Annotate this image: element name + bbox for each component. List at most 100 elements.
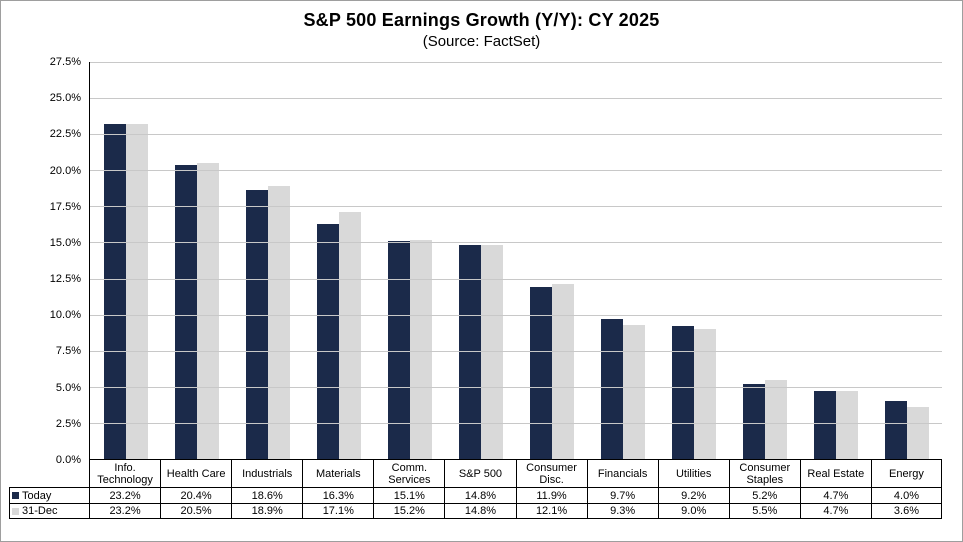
legend-cell-today: Today — [9, 487, 89, 503]
value-cell: 4.7% — [799, 503, 871, 519]
gridline — [90, 170, 942, 172]
value-cell: 14.8% — [444, 487, 516, 503]
data-table: Info. Technology Health Care Industrials Ma… — [9, 460, 942, 519]
value-cell: 23.2% — [89, 487, 161, 503]
value-cell: 16.3% — [302, 487, 374, 503]
y-tick-label: 20.0% — [49, 164, 81, 177]
bar-today — [742, 383, 765, 459]
bar-today — [174, 164, 197, 459]
legend-label: 31-Dec — [22, 505, 58, 517]
value-cell: 9.7% — [586, 487, 658, 503]
bar-group — [374, 62, 445, 459]
value-cell: 3.6% — [870, 503, 942, 519]
bar-today — [529, 287, 552, 459]
value-cell: 9.0% — [657, 503, 729, 519]
bar-group — [658, 62, 729, 459]
y-tick-label: 17.5% — [49, 200, 81, 213]
chart-area: 27.5% 25.0% 22.5% 20.0% 17.5% 15.0% 12.5% 10.0%… — [9, 56, 942, 466]
bar-today — [103, 124, 126, 459]
legend-swatch-31-dec — [12, 507, 19, 515]
bar-group — [800, 62, 871, 459]
value-cell: 20.5% — [160, 503, 232, 519]
gridline — [90, 242, 942, 244]
y-tick-label: 0.0% — [55, 454, 81, 466]
gridline — [90, 278, 942, 280]
bar-31-dec — [480, 245, 503, 459]
value-cell: 14.8% — [444, 503, 516, 519]
bar-31-dec — [409, 239, 432, 459]
bar-today — [884, 401, 907, 459]
gridline — [90, 422, 942, 424]
value-cell: 23.2% — [89, 503, 161, 519]
bar-today — [813, 391, 836, 459]
value-cell: 15.1% — [373, 487, 445, 503]
bar-today — [316, 223, 339, 459]
bar-group — [587, 62, 658, 459]
bar-31-dec — [125, 124, 148, 459]
y-tick-label: 10.0% — [49, 309, 81, 322]
bars-container — [90, 62, 942, 459]
bar-today — [600, 318, 623, 459]
gridline — [90, 386, 942, 388]
value-cell: 4.0% — [870, 487, 942, 503]
y-tick-label: 2.5% — [55, 417, 81, 430]
bar-group — [871, 62, 942, 459]
bar-group — [516, 62, 587, 459]
legend-swatch-today — [12, 492, 19, 499]
bar-31-dec — [622, 324, 645, 459]
y-tick-label: 12.5% — [49, 273, 81, 286]
value-cell: 11.9% — [515, 487, 587, 503]
category-label: S&P 500 — [444, 460, 515, 487]
gridline — [90, 62, 942, 63]
gridline — [90, 98, 942, 100]
gridline — [90, 314, 942, 316]
gridline — [90, 134, 942, 136]
value-cell: 17.1% — [302, 503, 374, 519]
legend-label: Today — [22, 489, 52, 502]
value-cell: 12.1% — [515, 503, 587, 519]
bar-31-dec — [835, 391, 858, 459]
bar-today — [458, 245, 481, 459]
chart-title: S&P 500 Earnings Growth (Y/Y): CY 2025 — [303, 10, 660, 30]
y-tick-label: 22.5% — [49, 128, 81, 141]
y-tick-label: 25.0% — [49, 92, 81, 105]
category-label: Consumer Staples — [728, 460, 800, 487]
gridline — [90, 350, 942, 352]
bar-31-dec — [267, 186, 290, 459]
value-cell: 18.9% — [231, 503, 303, 519]
category-label: Materials — [302, 460, 373, 487]
bar-group — [303, 62, 374, 459]
bar-today — [671, 326, 694, 459]
chart-subtitle: (Source: FactSet) — [422, 33, 541, 50]
y-tick-label: 15.0% — [49, 236, 81, 249]
category-label: Health Care — [160, 460, 231, 487]
bar-31-dec — [551, 284, 574, 459]
bar-31-dec — [338, 212, 361, 459]
category-label: Energy — [870, 460, 942, 487]
category-label: Info. Technology — [89, 460, 160, 487]
bar-group — [232, 62, 303, 459]
bar-group — [445, 62, 516, 459]
category-label: Utilities — [657, 460, 729, 487]
y-axis-labels: 27.5% 25.0% 22.5% 20.0% 17.5% 15.0% 12.5% 10.0%… — [9, 56, 89, 466]
value-cell: 18.6% — [231, 487, 303, 503]
category-label: Comm. Services — [373, 460, 444, 487]
bar-31-dec — [764, 379, 787, 459]
legend-cell-31-dec: 31-Dec — [9, 503, 89, 519]
bar-group — [90, 62, 161, 459]
value-cell: 5.5% — [728, 503, 800, 519]
value-cell: 9.3% — [586, 503, 658, 519]
category-label: Financials — [586, 460, 658, 487]
gridline — [90, 206, 942, 208]
y-tick-label: 7.5% — [55, 345, 81, 358]
value-cell: 20.4% — [160, 487, 232, 503]
bar-today — [387, 241, 410, 459]
bar-group — [729, 62, 800, 459]
category-label: Real Estate — [799, 460, 871, 487]
value-cell: 15.2% — [373, 503, 445, 519]
category-label: Consumer Disc. — [515, 460, 587, 487]
bar-31-dec — [196, 163, 219, 459]
category-label: Industrials — [231, 460, 302, 487]
bar-today — [245, 190, 268, 459]
